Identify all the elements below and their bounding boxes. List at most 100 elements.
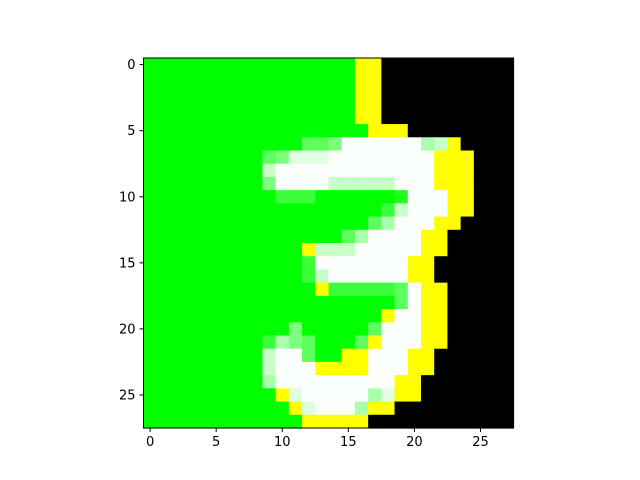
heatmap-cell xyxy=(288,190,303,204)
heatmap-cell xyxy=(275,97,290,112)
heatmap-cell xyxy=(500,348,515,363)
heatmap-cell xyxy=(394,361,409,376)
heatmap-cell xyxy=(407,137,422,152)
heatmap-cell xyxy=(460,110,475,125)
heatmap-cell xyxy=(394,335,409,350)
y-tick-label: 5 xyxy=(127,124,135,139)
heatmap-cell xyxy=(341,97,356,112)
heatmap-cell xyxy=(302,137,316,152)
heatmap-cell xyxy=(341,388,356,403)
heatmap-cell xyxy=(447,361,462,376)
heatmap-cell xyxy=(460,322,475,337)
heatmap-cell xyxy=(328,84,343,99)
heatmap-cell xyxy=(394,243,409,257)
heatmap-cell xyxy=(421,322,435,337)
heatmap-cell xyxy=(421,124,435,138)
heatmap-cell xyxy=(196,137,211,152)
heatmap-cell xyxy=(341,137,356,152)
heatmap-cell xyxy=(354,216,369,231)
heatmap-cell xyxy=(183,203,197,218)
heatmap-cell xyxy=(394,84,409,99)
heatmap-cell xyxy=(447,216,462,231)
heatmap-cell xyxy=(262,190,277,204)
heatmap-cell xyxy=(394,124,409,138)
heatmap-cell xyxy=(381,163,396,178)
heatmap-cell xyxy=(328,348,343,363)
heatmap-cell xyxy=(315,190,330,204)
heatmap-cell xyxy=(288,295,303,310)
heatmap-cell xyxy=(143,216,158,231)
heatmap-cell xyxy=(209,322,224,337)
heatmap-cell xyxy=(421,375,435,389)
heatmap-cell xyxy=(315,124,330,138)
heatmap-cell xyxy=(222,309,237,323)
heatmap-cell xyxy=(262,375,277,389)
heatmap-cell xyxy=(156,335,171,350)
heatmap-cell xyxy=(460,176,475,191)
heatmap-cell xyxy=(407,322,422,337)
heatmap-cell xyxy=(143,335,158,350)
heatmap-cell xyxy=(275,110,290,125)
heatmap-cell xyxy=(434,110,449,125)
heatmap-cell xyxy=(487,309,501,323)
heatmap-cell xyxy=(143,163,158,178)
heatmap-cell xyxy=(434,176,449,191)
heatmap-cell xyxy=(473,243,488,257)
heatmap-cell xyxy=(381,150,396,165)
heatmap-cell xyxy=(447,309,462,323)
heatmap-cell xyxy=(354,269,369,284)
heatmap-cell xyxy=(487,295,501,310)
heatmap-cell xyxy=(249,322,264,337)
heatmap-cell xyxy=(407,295,422,310)
heatmap-cell xyxy=(354,401,369,416)
heatmap-cell xyxy=(473,163,488,178)
heatmap-cell xyxy=(249,71,264,86)
heatmap-cell xyxy=(447,84,462,99)
heatmap-cell xyxy=(354,71,369,86)
heatmap-cell xyxy=(222,401,237,416)
heatmap-cell xyxy=(434,335,449,350)
heatmap-cell xyxy=(275,84,290,99)
heatmap-cell xyxy=(275,388,290,403)
heatmap-cell xyxy=(487,375,501,389)
heatmap-cell xyxy=(421,414,435,429)
heatmap-cell xyxy=(209,348,224,363)
heatmap-cell xyxy=(341,216,356,231)
heatmap-cell xyxy=(288,216,303,231)
heatmap-cell xyxy=(249,348,264,363)
heatmap-cell xyxy=(315,269,330,284)
heatmap-cell xyxy=(487,256,501,271)
heatmap-cell xyxy=(222,282,237,297)
heatmap-cell xyxy=(473,84,488,99)
heatmap-cell xyxy=(460,190,475,204)
y-tick-label: 15 xyxy=(119,256,136,271)
heatmap-cell xyxy=(156,401,171,416)
heatmap-cell xyxy=(196,414,211,429)
heatmap-cell xyxy=(302,335,316,350)
heatmap-cell xyxy=(421,58,435,72)
heatmap-cell xyxy=(394,322,409,337)
heatmap-cell xyxy=(341,375,356,389)
heatmap-cell xyxy=(500,84,515,99)
heatmap-cell xyxy=(434,388,449,403)
heatmap-cell xyxy=(460,97,475,112)
heatmap-image xyxy=(143,58,515,429)
heatmap-cell xyxy=(302,203,316,218)
heatmap-cell xyxy=(183,84,197,99)
heatmap-cell xyxy=(262,137,277,152)
heatmap-cell xyxy=(500,229,515,244)
heatmap-cell xyxy=(169,361,184,376)
heatmap-cell xyxy=(249,401,264,416)
heatmap-cell xyxy=(196,309,211,323)
heatmap-cell xyxy=(156,388,171,403)
heatmap-cell xyxy=(249,375,264,389)
heatmap-cell xyxy=(156,58,171,72)
heatmap-cell xyxy=(394,97,409,112)
heatmap-cell xyxy=(262,282,277,297)
heatmap-cell xyxy=(341,322,356,337)
heatmap-cell xyxy=(460,401,475,416)
heatmap-cell xyxy=(487,190,501,204)
heatmap-cell xyxy=(222,97,237,112)
heatmap-cell xyxy=(143,110,158,125)
